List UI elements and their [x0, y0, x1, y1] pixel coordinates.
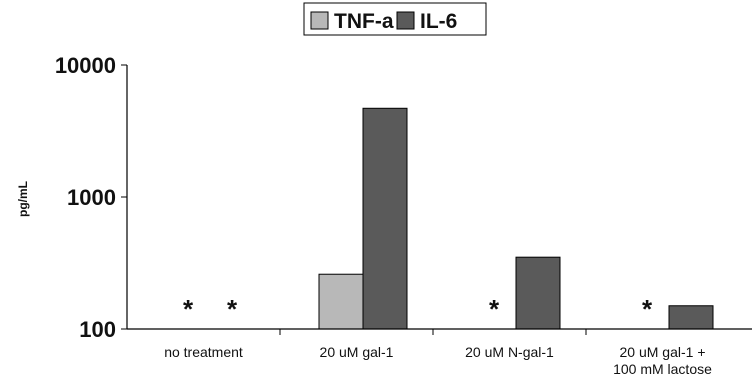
x-category-label: 20 uM N-gal-1: [465, 344, 554, 360]
y-tick-label: 10000: [55, 53, 116, 78]
bar-il-6-2: [515, 256, 561, 330]
annotation-markers: * * * *: [183, 294, 653, 324]
x-category-label: no treatment: [164, 344, 243, 360]
legend-swatch-tnf-a: [310, 11, 329, 30]
y-axis-ticks: 10000 1000 100: [55, 53, 127, 342]
axes: [126, 65, 752, 335]
x-axis-category-labels: no treatment 20 uM gal-1 20 uM N-gal-1 20 u…: [164, 344, 712, 377]
bar-il-6-3: [668, 305, 714, 330]
legend-label-il-6: IL-6: [420, 10, 457, 33]
bar-tnf-a-1: [318, 273, 364, 330]
legend-frame: [303, 2, 487, 36]
x-category-label: 20 uM gal-1: [320, 344, 394, 360]
x-category-label: 20 uM gal-1 +100 mM lactose: [613, 344, 712, 377]
y-axis-label: pg/mL: [16, 181, 30, 217]
significance-marker: *: [227, 294, 238, 324]
legend-swatch-il-6: [396, 11, 415, 30]
legend: TNF-a IL-6: [303, 2, 487, 36]
significance-marker: *: [489, 294, 500, 324]
bars: [318, 107, 714, 330]
significance-marker: *: [642, 294, 653, 324]
y-tick-label: 100: [79, 317, 116, 342]
y-tick-label: 1000: [67, 185, 116, 210]
legend-label-tnf-a: TNF-a: [334, 10, 394, 33]
bar-il-6-1: [362, 107, 408, 330]
significance-marker: *: [183, 294, 194, 324]
